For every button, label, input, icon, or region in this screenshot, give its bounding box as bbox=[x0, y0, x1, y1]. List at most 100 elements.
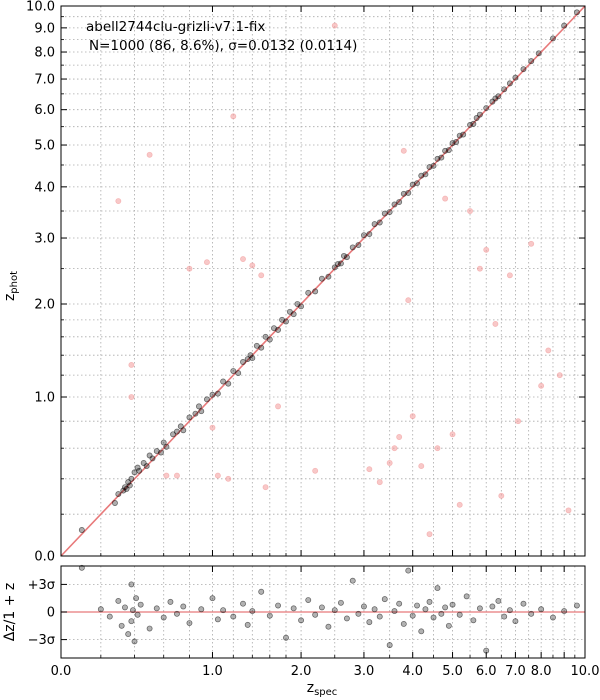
data-point bbox=[126, 482, 133, 489]
outlier-point bbox=[538, 382, 545, 389]
data-point bbox=[396, 199, 403, 205]
data-point bbox=[400, 190, 407, 197]
residual-point bbox=[325, 623, 332, 630]
residual-point bbox=[449, 601, 456, 608]
outlier-point bbox=[405, 297, 412, 304]
residual-point bbox=[153, 605, 160, 612]
residual-point bbox=[130, 607, 136, 614]
outlier-point bbox=[214, 472, 221, 479]
residual-point bbox=[418, 628, 425, 635]
data-point bbox=[453, 139, 460, 145]
outlier-point bbox=[409, 413, 416, 420]
residual-point bbox=[125, 631, 132, 638]
y-tick-label: 10.0 bbox=[26, 0, 55, 15]
data-point bbox=[371, 221, 378, 228]
data-point bbox=[230, 368, 237, 374]
main-plot-frame bbox=[60, 5, 586, 557]
residual-point bbox=[118, 622, 125, 629]
data-point bbox=[283, 318, 289, 325]
data-point bbox=[305, 289, 312, 296]
outlier-point bbox=[528, 240, 535, 247]
outlier-point bbox=[545, 347, 552, 354]
outlier-point bbox=[400, 147, 407, 154]
data-point bbox=[203, 396, 210, 403]
residual-point bbox=[426, 598, 433, 605]
data-point bbox=[143, 463, 150, 470]
residual-data-points bbox=[78, 564, 580, 654]
data-point bbox=[275, 326, 282, 333]
residual-point bbox=[520, 600, 527, 607]
data-point bbox=[445, 147, 452, 154]
residual-ticks: 0.0 1.0 2.0 3.0 4.0 5.0 6.0 7.0 8.0 10.0 +3σ 0 −3σ bbox=[28, 566, 599, 679]
residual-point bbox=[275, 602, 282, 609]
data-point bbox=[262, 333, 269, 340]
data-point bbox=[528, 58, 535, 65]
data-point bbox=[349, 244, 356, 251]
residual-point bbox=[434, 585, 441, 592]
data-point bbox=[174, 428, 180, 435]
outlier-point bbox=[174, 472, 180, 479]
outlier-point bbox=[230, 113, 237, 120]
outlier-point bbox=[128, 362, 135, 368]
data-point bbox=[492, 95, 499, 102]
residual-point bbox=[349, 577, 356, 584]
residual-point bbox=[137, 601, 144, 608]
residual-point bbox=[343, 615, 350, 622]
residual-point bbox=[445, 622, 452, 629]
residual-point bbox=[97, 606, 104, 613]
x-tick-label: 6.0 bbox=[476, 664, 497, 679]
data-point bbox=[337, 260, 344, 267]
data-point bbox=[430, 162, 437, 169]
y-axis-label-main: z bbox=[2, 294, 18, 301]
residual-point bbox=[561, 608, 568, 615]
data-point bbox=[535, 50, 542, 57]
y-tick-label: 5.0 bbox=[34, 139, 55, 154]
data-point bbox=[476, 111, 483, 118]
residual-point bbox=[209, 595, 216, 602]
data-point bbox=[495, 93, 502, 100]
residual-point bbox=[355, 610, 362, 617]
x-tick-label: 1.0 bbox=[202, 664, 223, 679]
data-point bbox=[249, 355, 256, 362]
residual-point bbox=[214, 616, 221, 623]
x-tick-label: 2.0 bbox=[291, 664, 312, 679]
x-axis-label-main: z bbox=[307, 680, 314, 696]
data-point bbox=[225, 380, 232, 387]
residual-point bbox=[391, 608, 398, 615]
outlier-point bbox=[476, 265, 483, 272]
outlier-point bbox=[225, 475, 232, 482]
sample-statistics: N=1000 (86, 8.6%), σ=0.0132 (0.0114) bbox=[89, 38, 357, 54]
data-point bbox=[550, 35, 556, 42]
residual-point bbox=[134, 611, 141, 618]
data-point bbox=[149, 455, 156, 462]
data-point bbox=[467, 121, 473, 128]
residual-point bbox=[258, 588, 265, 595]
data-point bbox=[290, 311, 297, 318]
sample-title: abell2744clu-grizli-v7.1-fix bbox=[86, 19, 265, 35]
residual-point bbox=[360, 603, 367, 610]
outlier-point bbox=[249, 262, 256, 269]
residual-point bbox=[386, 642, 393, 649]
data-point bbox=[366, 231, 373, 237]
residual-point bbox=[122, 604, 128, 611]
residual-point bbox=[430, 614, 437, 621]
residual-y-axis-label: Δz/1 + z bbox=[2, 583, 18, 642]
data-point bbox=[136, 467, 143, 474]
data-point bbox=[318, 275, 325, 282]
y-tick-label: 0.0 bbox=[34, 550, 55, 565]
outlier-point bbox=[449, 431, 456, 438]
data-point bbox=[120, 487, 127, 494]
data-point bbox=[111, 500, 118, 506]
residual-point bbox=[331, 607, 338, 614]
data-point bbox=[78, 527, 85, 533]
data-point bbox=[456, 132, 463, 139]
residual-point bbox=[115, 598, 122, 604]
outlier-point bbox=[506, 272, 513, 279]
outlier-point bbox=[186, 265, 193, 272]
outlier-point bbox=[467, 208, 473, 214]
residual-point bbox=[305, 597, 312, 603]
outlier-point bbox=[386, 460, 393, 466]
data-point bbox=[376, 219, 383, 226]
outlier-point bbox=[396, 434, 403, 440]
